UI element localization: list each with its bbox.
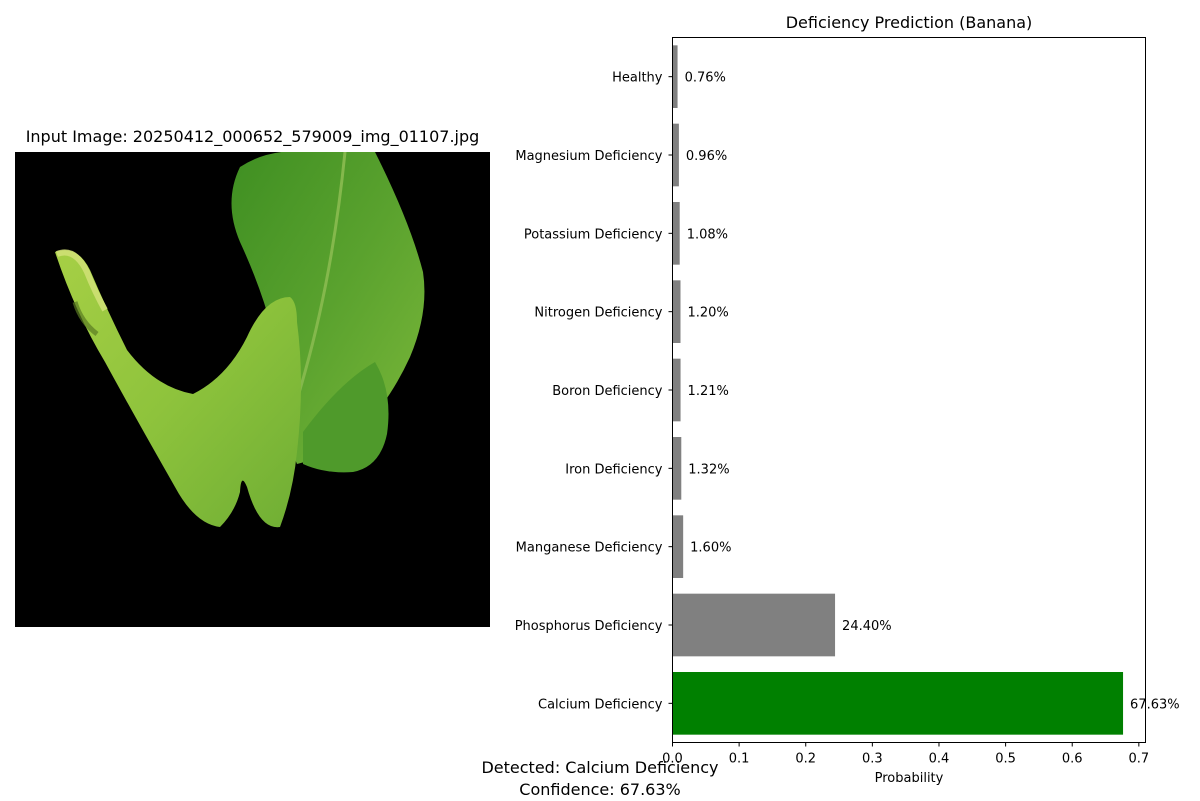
data-label: 0.96%: [686, 149, 727, 164]
x-tick-label: 0.5: [995, 752, 1016, 767]
data-label: 1.08%: [687, 227, 728, 242]
x-tick-label: 0.2: [795, 752, 816, 767]
y-tick-label: Boron Deficiency: [552, 384, 663, 399]
plot-frame: [672, 37, 1146, 743]
y-tick-label: Healthy: [612, 71, 663, 86]
data-label: 1.32%: [688, 462, 729, 477]
y-tick-label: Potassium Deficiency: [524, 227, 663, 242]
image-panel-title: Input Image: 20250412_000652_579009_img_…: [25, 127, 480, 146]
bar-iron-deficiency: [672, 437, 682, 500]
y-axis-ticks: Calcium Deficiency Phosphorus Deficiency M…: [515, 71, 673, 712]
x-axis-label: Probability: [875, 771, 944, 786]
data-label: 0.76%: [685, 71, 726, 86]
bar-potassium-deficiency: [672, 202, 680, 265]
data-label: 1.21%: [688, 384, 729, 399]
prediction-summary: Detected: Calcium Deficiency Confidence:…: [400, 757, 800, 801]
bar-manganese-deficiency: [672, 515, 684, 578]
y-tick-label: Manganese Deficiency: [516, 541, 663, 556]
confidence-label: Confidence: 67.63%: [519, 780, 681, 799]
bar-magnesium-deficiency: [672, 123, 679, 187]
x-tick-label: 0.0: [662, 752, 683, 767]
data-label: 1.20%: [687, 306, 728, 321]
x-axis-ticks: 0.0 0.1 0.2 0.3 0.4 0.5 0.6 0.7: [662, 742, 1149, 767]
data-label: 24.40%: [842, 619, 892, 634]
detected-label: Detected: Calcium Deficiency: [481, 758, 719, 777]
x-tick-label: 0.7: [1128, 752, 1149, 767]
bars-layer: [672, 45, 1124, 735]
x-tick-label: 0.6: [1062, 752, 1083, 767]
input-leaf-image: [15, 152, 490, 627]
chart-title: Deficiency Prediction (Banana): [786, 13, 1033, 32]
bar-boron-deficiency: [672, 358, 681, 422]
y-tick-label: Nitrogen Deficiency: [534, 306, 662, 321]
y-tick-label: Iron Deficiency: [565, 462, 663, 477]
x-tick-label: 0.3: [862, 752, 883, 767]
bar-calcium-deficiency: [672, 672, 1124, 735]
bar-phosphorus-deficiency: [672, 593, 836, 657]
bar-healthy: [672, 45, 678, 108]
y-tick-label: Calcium Deficiency: [538, 697, 663, 712]
x-tick-label: 0.1: [729, 752, 750, 767]
bar-nitrogen-deficiency: [672, 280, 681, 343]
data-label: 67.63%: [1130, 697, 1180, 712]
y-tick-label: Magnesium Deficiency: [515, 149, 662, 164]
x-tick-label: 0.4: [929, 752, 950, 767]
labels-layer: 67.63% 24.40% 1.60% 1.32% 1.21% 1.20% 1.08% 0.9…: [685, 71, 1180, 713]
y-tick-label: Phosphorus Deficiency: [515, 619, 663, 634]
data-label: 1.60%: [690, 541, 731, 556]
